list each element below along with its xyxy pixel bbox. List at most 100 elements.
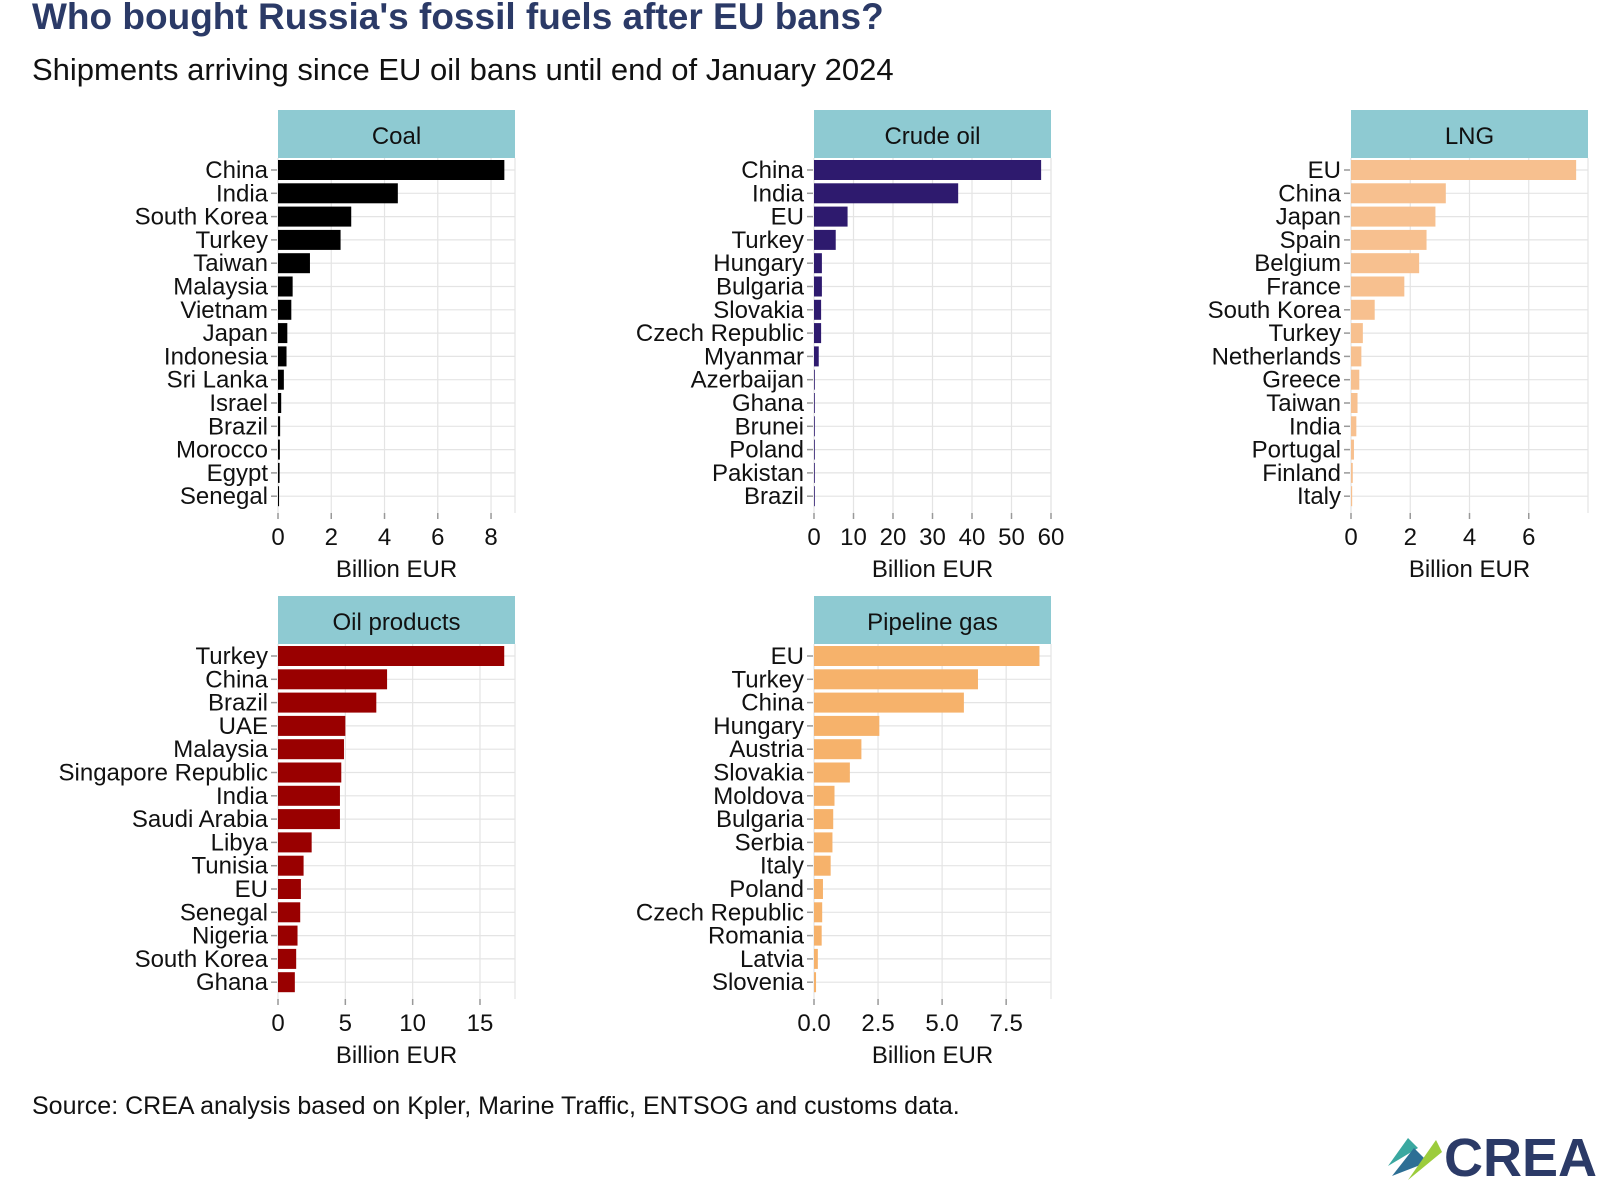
category-label: Bulgaria: [716, 806, 805, 833]
x-axis-title: Billion EUR: [336, 556, 457, 583]
x-tick-label: 30: [919, 524, 946, 551]
bar: Taiwan: 0.22: [1351, 393, 1358, 413]
crea-leaf-icon: [1388, 1138, 1442, 1180]
category-label: Latvia: [740, 946, 805, 973]
category-label: Poland: [729, 876, 804, 903]
facet-strip: [278, 596, 515, 644]
category-label: Serbia: [735, 829, 805, 856]
bar: Sri Lanka: 0.22: [278, 369, 284, 390]
bar: EU: 8.8: [814, 646, 1040, 666]
category-label: Senegal: [180, 483, 268, 510]
category-label: Italy: [760, 853, 804, 880]
category-label: China: [205, 666, 268, 693]
category-label: Japan: [203, 320, 268, 347]
category-label: Brunei: [735, 413, 804, 440]
bar: China: 8.5: [278, 160, 505, 180]
category-label: Libya: [211, 829, 269, 856]
bar: France: 1.8: [1351, 276, 1405, 297]
x-tick-label: 40: [959, 524, 986, 551]
bar: UAE: 5: [278, 715, 346, 736]
bar: Finland: 0.06: [1351, 462, 1353, 483]
x-tick-label: 7.5: [989, 1010, 1022, 1037]
bar: Brazil: 0.08: [278, 416, 281, 437]
bar: Indonesia: 0.32: [278, 346, 287, 367]
category-label: EU: [235, 876, 268, 903]
category-label: Spain: [1280, 227, 1341, 254]
category-label: Azerbaijan: [691, 367, 804, 394]
category-label: South Korea: [135, 946, 269, 973]
bar: Senegal: 1.65: [278, 902, 301, 923]
bar: Greece: 0.28: [1351, 369, 1360, 390]
category-label: India: [216, 180, 269, 207]
category-label: Sri Lanka: [167, 367, 269, 394]
bar: EU: 7.6: [1351, 160, 1577, 180]
bar: Slovakia: 1.4: [814, 762, 850, 783]
category-label: Italy: [1297, 483, 1341, 510]
crea-logo-text: CREA: [1444, 1128, 1597, 1188]
category-label: Czech Republic: [636, 320, 804, 347]
source-note: Source: CREA analysis based on Kpler, Ma…: [32, 1092, 960, 1120]
bar: Taiwan: 1.2: [278, 253, 310, 274]
x-tick-label: 15: [467, 1010, 494, 1037]
bar: Myanmar: 1.2: [814, 346, 819, 367]
facet-panel-crude-oil: Crude oil China: 57.5 China India: 36.5 Indi…: [636, 110, 1064, 583]
category-label: Poland: [729, 437, 804, 464]
bar: Brunei: 0.07: [814, 416, 815, 437]
category-label: Myanmar: [704, 343, 804, 370]
bar: Poland: 0.06: [814, 439, 815, 460]
bar: Czech Republic: 0.32: [814, 902, 823, 923]
x-tick-label: 10: [399, 1010, 426, 1037]
category-label: EU: [1308, 157, 1341, 184]
category-label: Japan: [1276, 204, 1341, 231]
category-label: Turkey: [732, 666, 804, 693]
category-label: Brazil: [208, 413, 268, 440]
category-label: Vietnam: [180, 297, 268, 324]
category-label: Netherlands: [1212, 343, 1341, 370]
x-tick-label: 10: [840, 524, 867, 551]
facet-strip: [814, 596, 1051, 644]
category-label: Bulgaria: [716, 274, 805, 301]
category-label: Singapore Republic: [59, 760, 268, 787]
bar: Latvia: 0.15: [814, 948, 818, 969]
facet-panel-oil-products: Oil products Turkey: 16.8 Turkey China: 8.1…: [59, 596, 516, 1069]
category-label: Malaysia: [173, 274, 268, 301]
bar: Portugal: 0.1: [1351, 439, 1354, 460]
x-tick-label: 6: [431, 524, 444, 551]
crea-logo: CREA: [1388, 1128, 1597, 1188]
facet-strip-label: Coal: [372, 123, 421, 150]
x-tick-label: 0: [271, 524, 284, 551]
category-label: Ghana: [196, 969, 269, 996]
x-tick-label: 0: [271, 1010, 284, 1037]
category-label: China: [741, 157, 804, 184]
bar: Hungary: 2: [814, 253, 822, 274]
bar: Brazil: 0.04: [814, 486, 815, 507]
category-label: Senegal: [180, 899, 268, 926]
category-label: Brazil: [208, 690, 268, 717]
facet-strip: [1351, 110, 1588, 158]
bar: Tunisia: 1.9: [278, 855, 304, 876]
category-label: Turkey: [196, 643, 268, 670]
facet-strip-label: Crude oil: [884, 123, 980, 150]
category-label: Hungary: [713, 713, 804, 740]
bar: South Korea: 2.75: [278, 206, 352, 227]
facet-panel-lng: LNG EU: 7.6 EU China: 3.2 China Japan: 2.85 Ja…: [1208, 110, 1589, 583]
facet-strip-label: Pipeline gas: [867, 609, 998, 636]
bar: China: 5.85: [814, 692, 964, 713]
bar: India: 4.6: [278, 785, 340, 806]
category-label: Malaysia: [173, 736, 268, 763]
category-label: France: [1266, 274, 1341, 301]
bar: Pakistan: 0.05: [814, 462, 815, 483]
x-tick-label: 2: [325, 524, 338, 551]
facet-strip: [278, 110, 515, 158]
bar: Saudi Arabia: 4.6: [278, 809, 340, 830]
category-label: Austria: [729, 736, 804, 763]
category-label: Slovakia: [713, 297, 804, 324]
bar: Slovenia: 0.08: [814, 972, 817, 993]
bar: Japan: 0.35: [278, 323, 288, 344]
bar: Turkey: 16.8: [278, 646, 505, 666]
bar: Netherlands: 0.35: [1351, 346, 1362, 367]
category-label: Nigeria: [192, 923, 269, 950]
x-tick-label: 0.0: [797, 1010, 830, 1037]
